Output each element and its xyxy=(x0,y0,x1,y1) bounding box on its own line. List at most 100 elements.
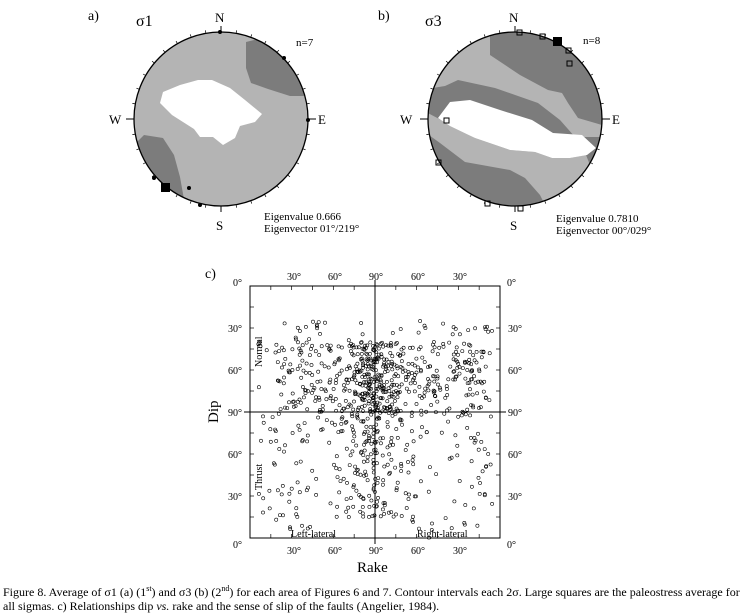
data-point xyxy=(422,394,426,399)
data-point xyxy=(373,447,378,452)
data-point xyxy=(358,369,362,374)
eigenvalue-b: Eigenvalue 0.7810 xyxy=(556,213,639,225)
data-point xyxy=(435,352,440,357)
data-point xyxy=(411,454,416,459)
data-point xyxy=(360,358,365,363)
data-point xyxy=(346,515,351,519)
data-point xyxy=(418,369,423,374)
data-point xyxy=(351,430,356,435)
data-point xyxy=(426,388,431,393)
data-point xyxy=(379,379,384,384)
data-point xyxy=(381,405,386,410)
data-point xyxy=(377,384,382,389)
data-point xyxy=(476,475,481,480)
data-point xyxy=(472,358,477,363)
data-point xyxy=(299,375,304,380)
left-lateral-label: Left-lateral xyxy=(291,529,336,540)
data-point xyxy=(372,356,377,361)
rim-tick xyxy=(250,34,253,38)
data-point xyxy=(450,332,455,337)
data-point xyxy=(389,394,394,399)
data-point xyxy=(281,348,286,353)
data-point xyxy=(261,414,265,419)
data-point xyxy=(316,320,321,325)
data-point xyxy=(368,452,373,457)
data-point xyxy=(471,405,476,410)
data-point xyxy=(462,521,467,525)
data-point xyxy=(350,424,355,429)
data-point xyxy=(361,459,366,464)
data-point xyxy=(427,465,432,470)
pole-square xyxy=(435,159,442,166)
data-point xyxy=(382,464,387,469)
data-point xyxy=(399,347,404,352)
data-point xyxy=(332,462,336,467)
data-point xyxy=(374,386,379,391)
data-point xyxy=(376,372,381,377)
pole-point xyxy=(306,118,310,122)
rim-tick xyxy=(456,185,460,189)
data-point xyxy=(475,391,480,396)
data-point xyxy=(394,406,399,411)
data-point xyxy=(473,326,478,331)
rim-tick xyxy=(235,30,237,34)
data-point xyxy=(336,430,341,435)
data-point xyxy=(360,391,365,396)
data-point xyxy=(387,388,392,393)
pole-square xyxy=(539,33,546,40)
rim-tick xyxy=(456,49,460,53)
rim-tick xyxy=(189,34,192,38)
rim-tick xyxy=(302,87,306,90)
data-point xyxy=(471,353,476,358)
left-tick-label: 60° xyxy=(228,366,242,377)
data-point xyxy=(466,392,471,397)
data-point xyxy=(478,405,483,410)
rim-tick xyxy=(596,87,600,90)
rim-tick xyxy=(151,60,155,64)
data-point xyxy=(369,498,374,503)
eigenvector-b: Eigenvector 00°/029° xyxy=(556,225,651,237)
data-point xyxy=(442,411,447,416)
data-point xyxy=(419,408,424,413)
data-point xyxy=(405,442,410,447)
data-point xyxy=(374,389,379,394)
data-point xyxy=(468,435,473,440)
data-point xyxy=(285,406,290,411)
data-point xyxy=(371,448,376,453)
rim-tick xyxy=(296,162,300,165)
data-point xyxy=(333,381,338,385)
data-point xyxy=(451,325,456,330)
compass-s-b: S xyxy=(510,218,517,233)
data-point xyxy=(392,374,397,379)
data-point xyxy=(288,525,292,530)
data-point xyxy=(441,341,446,346)
rim-tick xyxy=(205,204,207,208)
data-point xyxy=(300,439,305,444)
data-point xyxy=(300,358,305,363)
right-tick-label: 90° xyxy=(508,408,522,419)
data-point xyxy=(393,411,398,416)
data-point xyxy=(455,453,460,458)
data-point xyxy=(274,517,279,522)
data-point xyxy=(488,462,493,467)
data-point xyxy=(412,363,417,368)
data-point xyxy=(347,402,352,407)
data-point xyxy=(274,342,279,347)
data-point xyxy=(398,327,403,331)
data-point xyxy=(380,453,385,458)
data-point xyxy=(375,377,380,382)
data-point xyxy=(385,462,390,467)
data-point xyxy=(395,480,400,485)
data-point xyxy=(287,400,291,405)
stereonet-sigma3: b) σ3 n=8 N S E W Eigenvalue 0.7810 Eige… xyxy=(378,9,651,237)
data-point xyxy=(409,414,414,419)
data-point xyxy=(482,447,487,452)
data-point xyxy=(444,387,449,391)
left-tick-label: 30° xyxy=(228,324,242,335)
data-point xyxy=(373,368,378,373)
y-axis-title: Dip xyxy=(206,401,222,424)
data-point xyxy=(437,385,442,390)
data-point xyxy=(287,491,292,496)
data-point xyxy=(433,410,438,415)
data-point xyxy=(316,415,321,420)
